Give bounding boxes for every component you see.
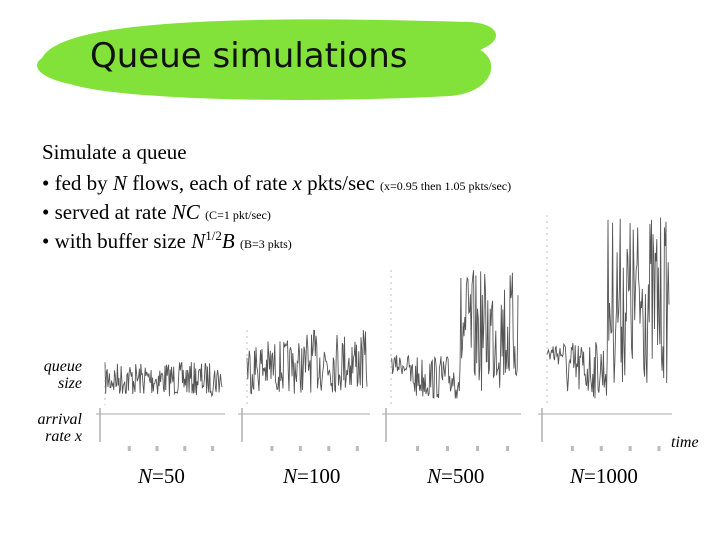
text: rate x bbox=[45, 428, 82, 445]
title-highlight bbox=[37, 19, 497, 100]
plot-decoration bbox=[246, 329, 368, 395]
text: =1000 bbox=[584, 464, 638, 488]
title: Queue simulations bbox=[90, 36, 408, 76]
plot-decoration bbox=[183, 446, 187, 451]
plot-decoration bbox=[104, 361, 223, 398]
caption: N=50 bbox=[138, 464, 185, 489]
text: pkts/sec bbox=[301, 171, 381, 195]
plot-decoration bbox=[570, 446, 574, 451]
text: x bbox=[292, 171, 302, 195]
plot-decoration bbox=[327, 446, 331, 451]
text: NC bbox=[171, 200, 200, 224]
text: B bbox=[221, 229, 235, 253]
text: =500 bbox=[441, 464, 485, 488]
time-label: time bbox=[671, 434, 699, 451]
plot-decoration bbox=[270, 446, 274, 451]
intro: Simulate a queue bbox=[42, 140, 187, 164]
note: (B=3 pkts) bbox=[239, 237, 292, 251]
arrival-label: arrival rate x bbox=[2, 411, 82, 445]
caption: N=500 bbox=[427, 464, 484, 489]
text: flows, each of rate bbox=[126, 171, 293, 195]
text: • with buffer size bbox=[42, 229, 192, 253]
text: N bbox=[138, 464, 153, 488]
plot-decoration bbox=[506, 446, 509, 451]
text: arrival bbox=[37, 411, 82, 428]
bullet: • fed by N flows, each of rate x pkts/se… bbox=[42, 171, 511, 196]
plot-decoration bbox=[298, 446, 302, 451]
bullet: • served at rate NC (C=1 pkt/sec) bbox=[42, 200, 271, 225]
plot-decoration bbox=[155, 446, 159, 451]
text: • served at rate bbox=[42, 200, 172, 224]
text: N bbox=[191, 229, 206, 253]
plot-decoration bbox=[628, 446, 632, 451]
text: • fed by bbox=[42, 171, 113, 195]
bullet: • with buffer size N1/2B (B=3 pkts) bbox=[42, 228, 292, 254]
plot-decoration bbox=[599, 446, 603, 451]
caption: N=1000 bbox=[570, 464, 638, 489]
plot-decoration bbox=[211, 446, 215, 451]
text: =50 bbox=[152, 464, 185, 488]
plot-decoration bbox=[476, 446, 479, 451]
note: (x=0.95 then 1.05 pkts/sec) bbox=[380, 179, 512, 193]
text: size bbox=[58, 375, 82, 392]
text: N bbox=[112, 171, 127, 195]
plot-decoration bbox=[546, 217, 670, 399]
text: queue bbox=[43, 358, 82, 375]
note: (C=1 pkt/sec) bbox=[205, 208, 271, 222]
plot-decoration bbox=[657, 446, 661, 451]
plot-decoration bbox=[416, 446, 419, 451]
queue-label: queue size bbox=[2, 358, 82, 392]
text: N bbox=[570, 464, 585, 488]
text: 1/2 bbox=[205, 228, 222, 243]
text: =100 bbox=[297, 464, 341, 488]
plot-decoration bbox=[446, 446, 449, 451]
text: N bbox=[427, 464, 442, 488]
caption: N=100 bbox=[283, 464, 340, 489]
plot-decoration bbox=[390, 270, 519, 399]
plots bbox=[96, 215, 672, 451]
plot-decoration bbox=[355, 446, 359, 451]
plot-decoration bbox=[127, 446, 131, 451]
text: N bbox=[283, 464, 298, 488]
